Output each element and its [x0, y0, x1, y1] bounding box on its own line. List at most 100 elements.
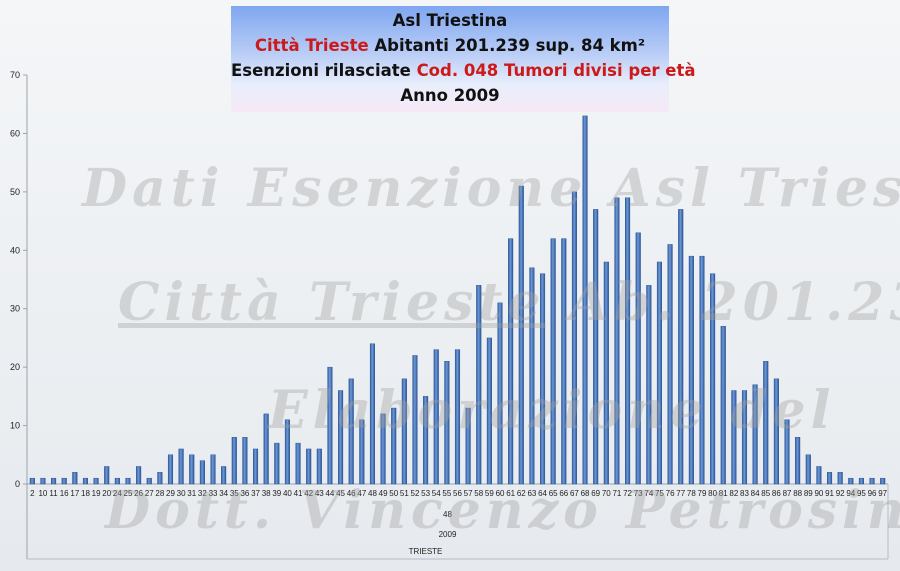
- bar-age-25: [125, 477, 131, 485]
- bar-age-53: [423, 396, 429, 485]
- x-tick-label-59: 59: [485, 489, 494, 498]
- y-tick-label: 20: [10, 362, 20, 372]
- x-tick-label-96: 96: [868, 489, 877, 498]
- bar-age-95: [858, 477, 864, 485]
- x-tick-label-38: 38: [262, 489, 271, 498]
- bar-age-45: [338, 390, 344, 485]
- x-tick-label-25: 25: [124, 489, 133, 498]
- bar-age-38: [263, 413, 269, 485]
- bar-age-66: [561, 238, 567, 485]
- bar-age-46: [348, 378, 354, 485]
- bar-age-57: [465, 407, 471, 485]
- x-tick-label-91: 91: [825, 489, 834, 498]
- x-tick-label-89: 89: [804, 489, 813, 498]
- bar-age-77: [678, 209, 684, 485]
- bar-age-43: [316, 448, 322, 485]
- bar-age-32: [199, 460, 205, 485]
- x-tick-label-37: 37: [251, 489, 260, 498]
- chart-title-box: Asl Triestina Città Trieste Abitanti 201…: [231, 6, 695, 112]
- bar-age-20: [104, 466, 110, 485]
- title-line-3: Esenzioni rilasciate Cod. 048 Tumori div…: [231, 58, 695, 83]
- x-tick-label-2: 2: [30, 489, 35, 498]
- x-tick-label-60: 60: [496, 489, 505, 498]
- bar-age-2: [29, 477, 35, 485]
- title-exemptions: Esenzioni rilasciate: [231, 61, 417, 80]
- bar-age-71: [614, 197, 620, 485]
- bar-age-29: [167, 454, 174, 485]
- x-tick-label-58: 58: [474, 489, 483, 498]
- x-tick-label-18: 18: [81, 489, 90, 498]
- x-tick-label-17: 17: [70, 489, 79, 498]
- bar-age-68: [582, 115, 588, 485]
- bar-age-19: [93, 477, 99, 485]
- bar-age-90: [816, 466, 822, 485]
- x-tick-label-54: 54: [432, 489, 441, 498]
- bar-age-48: [369, 343, 375, 485]
- x-tick-label-72: 72: [623, 489, 632, 498]
- y-tick-label: 10: [10, 421, 20, 431]
- x-tick-label-64: 64: [538, 489, 547, 498]
- bar-age-11: [51, 477, 57, 485]
- bar-age-42: [306, 448, 312, 485]
- x-tick-label-56: 56: [453, 489, 462, 498]
- x-tick-label-29: 29: [166, 489, 175, 498]
- x-tick-label-85: 85: [761, 489, 770, 498]
- x-tick-label-62: 62: [517, 489, 526, 498]
- bar-age-75: [656, 261, 662, 485]
- x-tick-label-90: 90: [814, 489, 823, 498]
- x-tick-label-27: 27: [145, 489, 154, 498]
- y-tick-label: 30: [10, 304, 20, 314]
- x-tick-label-26: 26: [134, 489, 143, 498]
- x-tick-label-65: 65: [549, 489, 558, 498]
- x-tick-label-51: 51: [400, 489, 409, 498]
- bar-age-50: [391, 407, 397, 485]
- x-tick-label-16: 16: [60, 489, 69, 498]
- bar-age-54: [433, 349, 439, 485]
- x-tick-label-10: 10: [38, 489, 47, 498]
- x-tick-label-82: 82: [729, 489, 738, 498]
- x-tick-label-78: 78: [687, 489, 696, 498]
- bar-age-96: [869, 477, 875, 485]
- watermark-line-4: Dott. Vincenzo Petrosino: [105, 480, 900, 541]
- bar-age-28: [157, 472, 163, 485]
- bar-age-88: [795, 437, 801, 485]
- bar-age-87: [784, 419, 790, 485]
- title-code: Cod. 048 Tumori divisi per età: [416, 61, 696, 80]
- bar-age-85: [763, 361, 769, 485]
- bar-age-65: [550, 238, 556, 485]
- x-tick-label-33: 33: [209, 489, 218, 498]
- x-tick-label-92: 92: [836, 489, 845, 498]
- bar-age-40: [284, 419, 290, 485]
- watermark-line-2: Città Trieste Ab. 201.239: [118, 272, 900, 333]
- x-tick-label-20: 20: [102, 489, 111, 498]
- x-tick-label-86: 86: [772, 489, 781, 498]
- x-tick-label-83: 83: [740, 489, 749, 498]
- bar-age-62: [518, 185, 524, 485]
- bar-age-70: [603, 261, 609, 485]
- y-tick-label: 70: [10, 70, 20, 80]
- bar-age-35: [231, 437, 237, 485]
- bar-age-10: [40, 477, 46, 485]
- x-tick-label-46: 46: [347, 489, 356, 498]
- x-tick-label-74: 74: [644, 489, 653, 498]
- bar-age-55: [444, 361, 450, 485]
- bar-age-47: [359, 419, 365, 485]
- x-tick-label-75: 75: [655, 489, 664, 498]
- bar-age-74: [646, 285, 652, 485]
- x-tick-label-61: 61: [506, 489, 515, 498]
- x-tick-label-47: 47: [357, 489, 366, 498]
- x-tick-label-49: 49: [379, 489, 388, 498]
- bar-age-36: [242, 437, 248, 485]
- bar-age-51: [401, 378, 407, 485]
- title-line-2: Città Trieste Abitanti 201.239 sup. 84 k…: [231, 33, 669, 58]
- bar-age-24: [114, 477, 120, 485]
- bar-age-64: [540, 273, 546, 485]
- bar-age-63: [529, 267, 535, 485]
- bar-age-67: [571, 191, 577, 485]
- bar-age-56: [454, 349, 461, 485]
- x-tick-label-97: 97: [878, 489, 887, 498]
- bar-age-37: [252, 448, 259, 485]
- x-tick-label-36: 36: [240, 489, 249, 498]
- x-tick-label-28: 28: [155, 489, 164, 498]
